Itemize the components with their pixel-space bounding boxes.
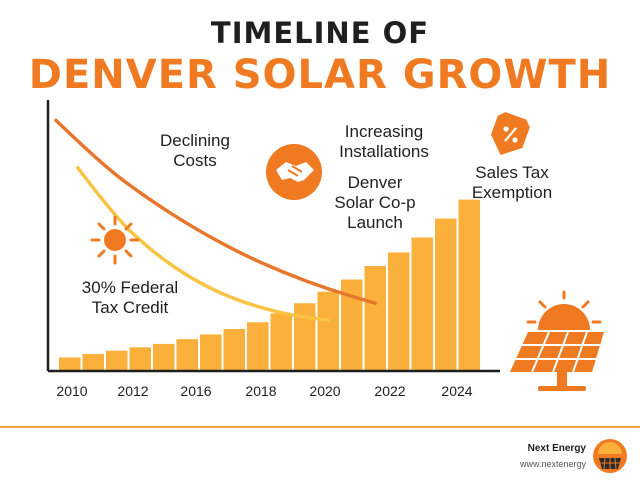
annotation-sales-tax-exemption: Sales Tax Exemption <box>471 163 553 202</box>
bar-2016 <box>200 334 222 371</box>
handshake-icon <box>266 144 322 200</box>
tick-label-2010: 2010 <box>56 383 87 399</box>
cost-line-primary <box>54 118 377 305</box>
bar-2023 <box>364 265 386 371</box>
footer-brand: Next Energy <box>527 443 586 454</box>
title-line-2: DENVER SOLAR GROWTH <box>28 52 612 98</box>
bar-2019 <box>270 313 292 371</box>
footer-divider <box>0 426 640 428</box>
tick-label-2020: 2020 <box>309 383 340 399</box>
tick-label-2022: 2022 <box>374 383 405 399</box>
annotation-solar-coop-launch: Denver Solar Co-p Launch <box>334 173 416 232</box>
percent-tag-icon <box>491 112 530 155</box>
bar-2018 <box>247 322 269 371</box>
footer-url: www.nextenergy <box>519 459 586 469</box>
bars <box>59 199 480 371</box>
bar-2025 <box>411 237 433 371</box>
axes <box>46 100 500 373</box>
title-line-1: TIMELINE OF <box>210 16 430 50</box>
sun-icon <box>90 215 140 265</box>
logo-icon <box>593 439 627 473</box>
bar-2013 <box>129 347 151 371</box>
growth-chart: 2010 2012 2016 2018 2020 2022 2024 <box>46 100 604 399</box>
cost-line-secondary <box>76 166 330 322</box>
bar-2026 <box>435 218 457 371</box>
bar-2020 <box>294 303 316 371</box>
annotation-federal-tax-credit: 30% Federal Tax Credit <box>81 278 179 317</box>
bar-2011 <box>82 354 104 371</box>
bar-2027 <box>458 199 480 371</box>
bar-2014 <box>153 343 175 371</box>
tick-label-2016: 2016 <box>180 383 211 399</box>
annotation-declining-costs: Declining Costs <box>160 131 230 170</box>
bar-2024 <box>388 252 410 371</box>
solar-panel-icon <box>510 290 604 391</box>
annotation-increasing-installations: Increasing Installations <box>339 122 429 161</box>
bar-2010 <box>59 357 81 371</box>
bar-2015 <box>176 339 198 371</box>
tick-label-2024: 2024 <box>441 383 472 399</box>
bar-2021 <box>317 291 339 371</box>
bar-2012 <box>106 350 128 371</box>
x-tick-labels: 2010 2012 2016 2018 2020 2022 2024 <box>56 383 472 399</box>
bar-2017 <box>223 328 245 371</box>
tick-label-2012: 2012 <box>117 383 148 399</box>
cost-trend-lines <box>54 118 377 322</box>
bar-2022 <box>341 279 363 371</box>
tick-label-2018: 2018 <box>245 383 276 399</box>
